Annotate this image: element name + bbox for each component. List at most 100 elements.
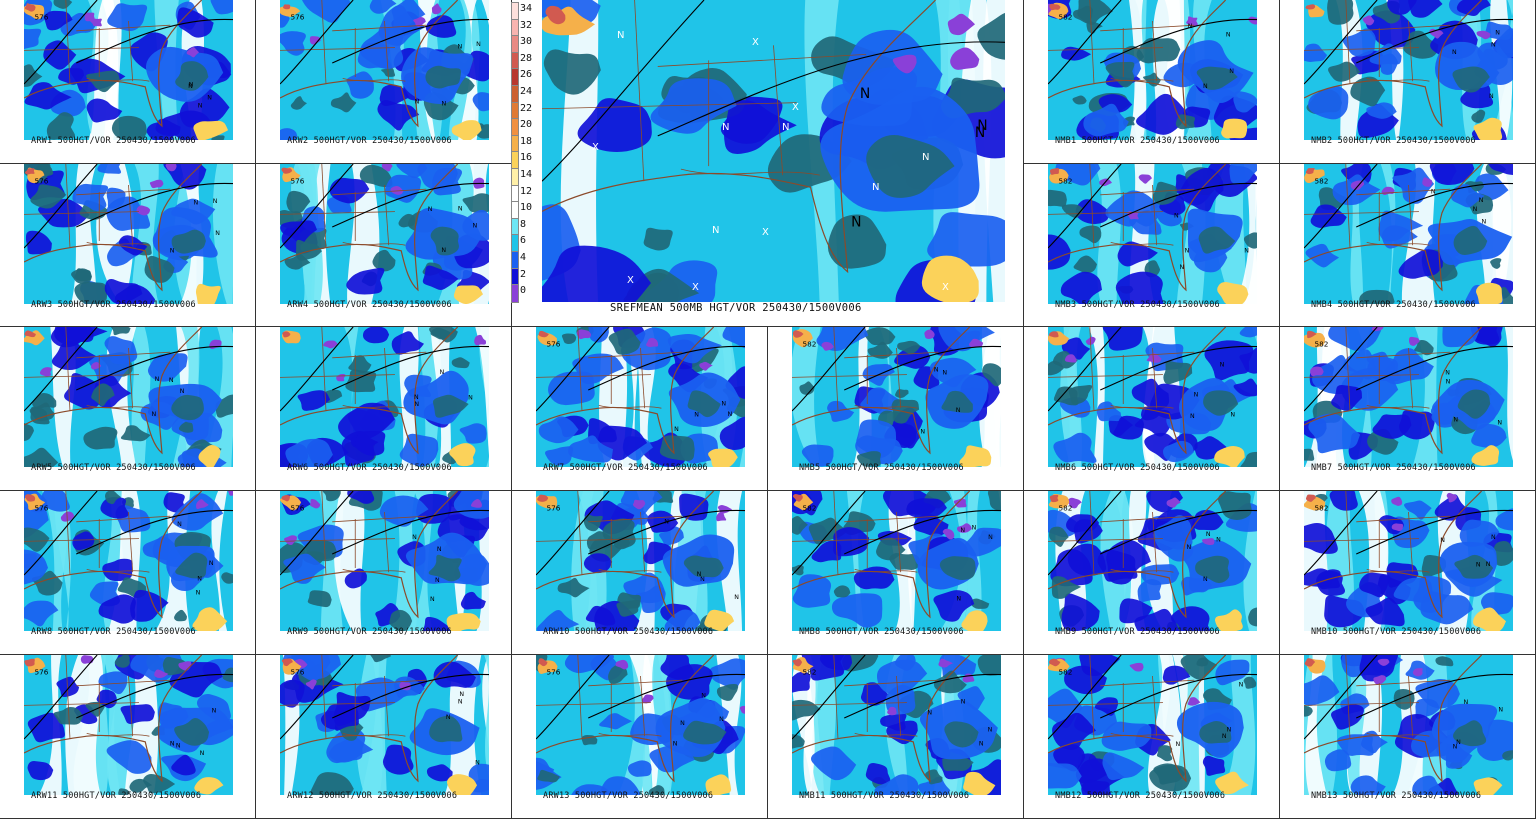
member-vorticity-blob [98, 594, 136, 624]
member-panel-nmb7: N N N N 582 NMB7 500HGT/VOR 250430/1500V006 [1280, 327, 1536, 491]
member-vorticity-blob [280, 128, 298, 140]
member-vorticity-blob [1324, 749, 1352, 772]
member-height-contour [332, 345, 489, 391]
member-contour-label: 576 [34, 668, 48, 677]
srefmean-marker: N [782, 122, 789, 133]
member-panel-arw2: N N N N 576 ARW2 500HGT/VOR 250430/1500V006 [256, 0, 512, 164]
member-max-spot [431, 3, 442, 15]
member-vorticity-blob [792, 574, 832, 608]
member-vorticity-blob [1083, 103, 1129, 137]
member-caption: ARW13 500HGT/VOR 250430/1500V006 [543, 791, 714, 801]
srefmean-marker: X [762, 227, 769, 238]
member-vorticity-blob [933, 670, 967, 694]
member-vorticity-blob [370, 655, 391, 663]
colorbar-swatch [511, 184, 519, 204]
member-vorticity-blob [1149, 764, 1192, 792]
member-state-border [280, 702, 395, 706]
member-vorticity-blob [1051, 576, 1082, 599]
member-state-border [65, 491, 71, 576]
member-vorticity-blob [646, 510, 679, 533]
member-n-marker: N [700, 576, 705, 583]
member-state-border [280, 211, 395, 215]
member-max-spot [968, 338, 984, 348]
member-vorticity-blob [1312, 354, 1366, 395]
member-vorticity-blob [1094, 697, 1119, 716]
member-vorticity-blob [1077, 0, 1113, 26]
member-n-marker: N [701, 692, 706, 699]
member-vorticity-blob [568, 435, 613, 463]
colorbar-label: 16 [520, 152, 533, 164]
srefmean-marker: X [752, 37, 759, 48]
member-coastline [280, 491, 459, 619]
member-vorticity-blob [369, 0, 397, 14]
member-state-border [1100, 351, 1195, 359]
member-positive-vort [281, 658, 293, 667]
member-vorticity-blob [894, 345, 931, 369]
member-n-marker: N [1489, 93, 1494, 100]
member-vorticity-blob [583, 553, 613, 574]
member-vorticity-blob [359, 164, 393, 188]
member-positive-vort [1473, 117, 1503, 140]
member-atlantic-core [1457, 389, 1491, 419]
member-contour-label: 576 [290, 504, 304, 513]
member-height-contour [1304, 164, 1378, 249]
member-vorticity-blob [827, 400, 855, 422]
member-state-border [76, 515, 171, 523]
member-state-border [321, 0, 327, 85]
member-positive-vort [1214, 446, 1245, 467]
member-height-contour [24, 655, 98, 740]
member-height-contour [536, 491, 610, 576]
member-vorticity-blob [1450, 184, 1485, 208]
member-height-contour [280, 0, 354, 85]
member-n-marker: N [1446, 379, 1451, 386]
member-caption: ARW5 500HGT/VOR 250430/1500V006 [31, 463, 196, 473]
srefmean-n-marker: N [851, 214, 861, 230]
member-n-marker: N [476, 41, 481, 48]
member-map-svg: N N N N [1048, 327, 1257, 467]
member-atlantic-core [175, 61, 209, 91]
member-state-border [128, 347, 134, 409]
member-max-spot [632, 499, 646, 510]
member-vorticity-blob [178, 421, 194, 433]
member-caption: NMB12 500HGT/VOR 250430/1500V006 [1055, 791, 1226, 801]
member-state-border [1089, 655, 1095, 740]
member-caption: ARW4 500HGT/VOR 250430/1500V006 [287, 300, 452, 310]
member-vorticity-blob [120, 425, 151, 442]
member-caption: NMB3 500HGT/VOR 250430/1500V006 [1055, 300, 1220, 310]
member-n-marker: N [415, 99, 420, 106]
member-positive-vort [1471, 445, 1500, 466]
member-atlantic-core [1196, 66, 1238, 90]
member-max-spot [60, 511, 75, 522]
member-height-contour [1356, 345, 1513, 391]
member-state-border [1345, 491, 1351, 576]
member-atlantic-core [944, 721, 979, 748]
member-vorticity-blob [1369, 43, 1402, 65]
member-vorticity-blob [616, 599, 640, 617]
member-vorticity-blob [1404, 500, 1432, 520]
srefmean-marker: N [722, 122, 729, 133]
member-n-marker: N [734, 594, 739, 601]
member-state-border [332, 24, 427, 32]
member-n-marker: N [1440, 537, 1445, 544]
member-map: N N N N 576 [24, 655, 233, 795]
member-vorticity-blob [1178, 167, 1224, 213]
colorbar-swatch [511, 2, 519, 21]
member-state-border [1089, 327, 1095, 412]
member-vorticity-blob [538, 416, 579, 444]
member-n-marker: N [215, 230, 220, 237]
member-state-border [65, 655, 71, 740]
colorbar-swatch [511, 18, 519, 38]
member-panel-arw3: N N N N 576 ARW3 500HGT/VOR 250430/1500V006 [0, 164, 256, 327]
member-positive-vort [24, 658, 35, 667]
member-state-border [86, 78, 150, 82]
member-state-border [1345, 655, 1351, 740]
member-n-marker: N [207, 94, 212, 101]
member-max-spot [1362, 15, 1375, 26]
member-vorticity-blob [1096, 401, 1122, 422]
member-max-spot [474, 334, 487, 346]
member-state-border [598, 405, 662, 409]
srefmean-height-contour [657, 41, 1005, 137]
